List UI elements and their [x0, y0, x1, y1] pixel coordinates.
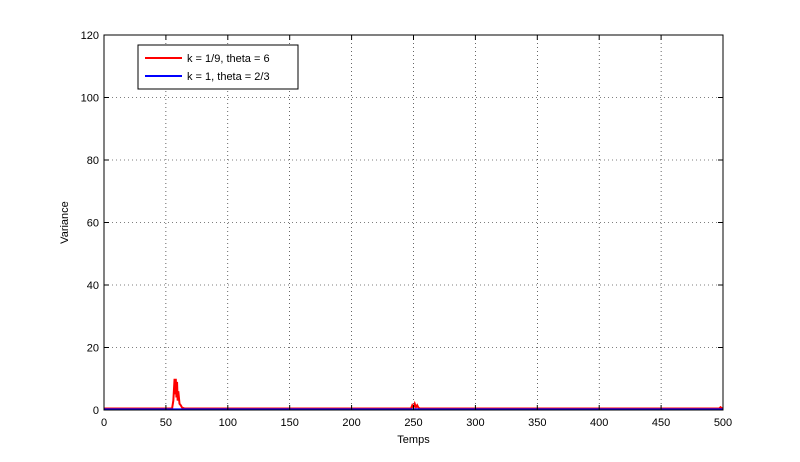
axis-ticks	[103, 34, 724, 411]
y-tick-label: 120	[81, 30, 99, 42]
y-tick-label: 60	[87, 218, 99, 230]
y-tick-label: 0	[93, 405, 99, 417]
x-axis-label: Temps	[397, 434, 430, 446]
x-tick-label: 450	[652, 417, 670, 429]
x-tick-label: 50	[160, 417, 172, 429]
x-tick-label: 250	[404, 417, 422, 429]
y-tick-label: 100	[81, 93, 99, 105]
x-tick-label: 350	[528, 417, 546, 429]
legend-label-series-1: k = 1/9, theta = 6	[187, 53, 270, 65]
tick-labels: 0 50 100 150 200 250 300 350 400 450 500 0 20 40 60 80 1…	[81, 30, 733, 429]
x-tick-label: 100	[219, 417, 237, 429]
x-tick-label: 300	[466, 417, 484, 429]
y-tick-label: 40	[87, 280, 99, 292]
x-tick-label: 500	[714, 417, 732, 429]
y-tick-label: 20	[87, 343, 99, 355]
x-tick-label: 0	[101, 417, 107, 429]
x-tick-label: 400	[590, 417, 608, 429]
x-tick-label: 150	[281, 417, 299, 429]
legend-label-series-2: k = 1, theta = 2/3	[187, 71, 270, 83]
legend: k = 1/9, theta = 6 k = 1, theta = 2/3	[137, 44, 299, 90]
y-tick-label: 80	[87, 155, 99, 167]
y-axis-label: Variance	[59, 201, 71, 244]
x-tick-label: 200	[342, 417, 360, 429]
legend-box	[137, 44, 299, 90]
